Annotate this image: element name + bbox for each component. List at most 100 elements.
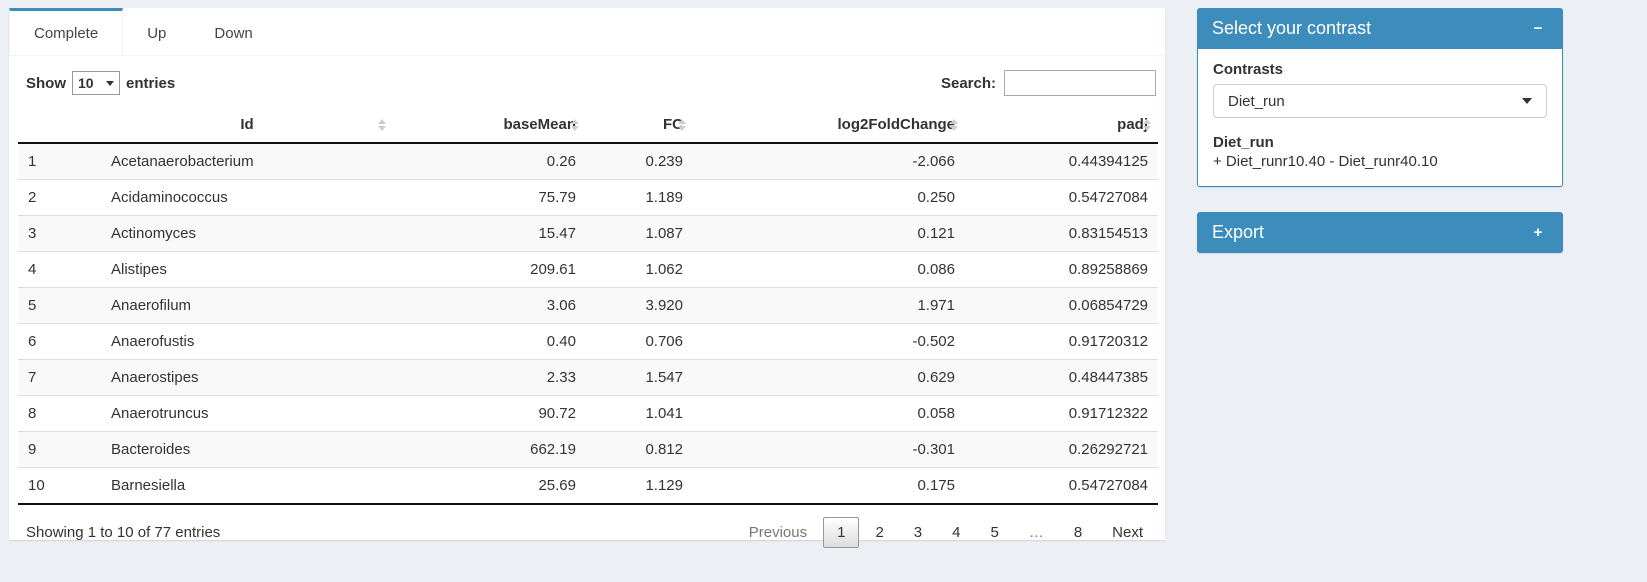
column-label: log2FoldChange xyxy=(837,116,956,133)
results-table: Id baseMean FC log2FoldChange padj 1 Acetanae… xyxy=(18,108,1158,505)
sort-icon xyxy=(571,119,579,131)
cell: 1.041 xyxy=(586,395,693,432)
sort-icon xyxy=(678,119,686,131)
column-header-id[interactable]: Id xyxy=(101,108,393,144)
cell: 7 xyxy=(18,359,101,396)
page-length-select[interactable]: 10 xyxy=(72,71,120,95)
contrast-box-body: Contrasts Diet_run Diet_run + Diet_runr1… xyxy=(1197,49,1563,187)
sort-icon xyxy=(378,119,386,131)
table-body: 1 Acetanaerobacterium 0.26 0.239 -2.066 0.443… xyxy=(18,143,1158,504)
cell: 6 xyxy=(18,323,101,360)
caret-down-icon xyxy=(106,80,114,86)
cell: 1.971 xyxy=(693,287,965,324)
cell: 90.72 xyxy=(393,395,586,432)
cell: 8 xyxy=(18,395,101,432)
cell: 1.189 xyxy=(586,179,693,216)
cell: 0.89258869 xyxy=(965,251,1158,288)
cell: 0.086 xyxy=(693,251,965,288)
cell: 0.706 xyxy=(586,323,693,360)
table-row: 4 Alistipes 209.61 1.062 0.086 0.89258869 xyxy=(18,251,1158,288)
cell: 0.26292721 xyxy=(965,431,1158,468)
table-controls: Show 10 entries Search: xyxy=(9,56,1165,106)
pagination-page-1[interactable]: 1 xyxy=(823,517,860,548)
contrast-detail-formula: + Diet_runr10.40 - Diet_runr40.10 xyxy=(1213,153,1438,170)
table-row: 9 Bacteroides 662.19 0.812 -0.301 0.26292721 xyxy=(18,431,1158,468)
cell: 1.087 xyxy=(586,215,693,252)
pagination-page-4[interactable]: 4 xyxy=(952,524,961,541)
cell: Actinomyces xyxy=(101,215,393,252)
pagination-next[interactable]: Next xyxy=(1112,524,1143,541)
header-row: Id baseMean FC log2FoldChange padj xyxy=(18,108,1158,144)
cell: 0.54727084 xyxy=(965,467,1158,504)
caret-down-icon xyxy=(1522,98,1532,104)
cell: 0.058 xyxy=(693,395,965,432)
table-row: 10 Barnesiella 25.69 1.129 0.175 0.54727084 xyxy=(18,467,1158,504)
pagination-page-5[interactable]: 5 xyxy=(990,524,999,541)
cell: 0.91712322 xyxy=(965,395,1158,432)
cell: 0.83154513 xyxy=(965,215,1158,252)
cell: 209.61 xyxy=(393,251,586,288)
search-label: Search: xyxy=(940,74,996,92)
cell: 0.175 xyxy=(693,467,965,504)
cell: 0.44394125 xyxy=(1068,153,1148,170)
column-header-fc[interactable]: FC xyxy=(586,108,693,144)
column-header-basemean[interactable]: baseMean xyxy=(393,108,586,144)
collapse-minus-icon[interactable]: − xyxy=(1533,20,1543,37)
cell: 4 xyxy=(18,251,101,288)
contrast-box-title: Select your contrast xyxy=(1212,18,1372,38)
cell: 0.629 xyxy=(693,359,965,396)
pagination-previous: Previous xyxy=(748,524,808,541)
cell: 25.69 xyxy=(393,467,586,504)
cell: 1.129 xyxy=(586,467,693,504)
column-header-log2foldchange[interactable]: log2FoldChange xyxy=(693,108,965,144)
cell: 0.250 xyxy=(693,179,965,216)
tab-down[interactable]: Down xyxy=(214,24,253,42)
cell: 1.062 xyxy=(586,251,693,288)
column-header-rownum xyxy=(18,108,101,144)
cell: Anaerotruncus xyxy=(101,395,393,432)
table-footer: Showing 1 to 10 of 77 entries Previous 1 2… xyxy=(9,505,1165,548)
cell: 0.06854729 xyxy=(965,287,1158,324)
cell: 2.33 xyxy=(393,359,586,396)
contrast-select[interactable]: Diet_run xyxy=(1213,84,1547,118)
pagination-ellipsis: … xyxy=(1028,524,1044,541)
search-input[interactable] xyxy=(1004,70,1156,96)
table-head: Id baseMean FC log2FoldChange padj xyxy=(18,108,1158,144)
cell: 3.06 xyxy=(393,287,586,324)
cell: Anaerofilum xyxy=(101,287,393,324)
cell: 0.812 xyxy=(586,431,693,468)
pagination: Previous 1 2 3 4 5 … 8 Next xyxy=(733,517,1157,548)
results-card: Complete Up Down Show 10 entries Search: I… xyxy=(9,8,1165,548)
cell: 9 xyxy=(18,431,101,468)
cell: 10 xyxy=(18,467,101,504)
cell: 15.47 xyxy=(393,215,586,252)
contrast-box: Select your contrast − Contrasts Diet_ru… xyxy=(1197,8,1563,187)
table-row: 2 Acidaminococcus 75.79 1.189 0.250 0.5472708… xyxy=(18,179,1158,216)
cell: 0.26 xyxy=(546,153,576,170)
tab-complete[interactable]: Complete xyxy=(9,8,124,55)
cell: 3.920 xyxy=(586,287,693,324)
pagination-page-8[interactable]: 8 xyxy=(1073,524,1083,541)
column-header-padj[interactable]: padj xyxy=(965,108,1158,144)
tab-bar: Complete Up Down xyxy=(9,8,1165,56)
cell: Bacteroides xyxy=(101,431,393,468)
cell: 0.40 xyxy=(393,323,586,360)
cell: -0.301 xyxy=(693,431,965,468)
contrast-box-header[interactable]: Select your contrast − xyxy=(1197,8,1563,49)
cell: 3 xyxy=(18,215,101,252)
cell: 0.239 xyxy=(645,153,683,170)
contrast-detail-title: Diet_run xyxy=(1213,134,1274,151)
tab-up[interactable]: Up xyxy=(147,24,167,42)
column-label: padj xyxy=(1117,116,1148,133)
pagination-page-2[interactable]: 2 xyxy=(875,524,884,541)
pagination-page-3[interactable]: 3 xyxy=(913,524,923,541)
cell: 1.547 xyxy=(586,359,693,396)
export-box: Export + xyxy=(1197,212,1563,253)
cell: 0.91720312 xyxy=(965,323,1158,360)
export-box-header[interactable]: Export + xyxy=(1197,212,1563,253)
cell: Barnesiella xyxy=(101,467,393,504)
table-row: 6 Anaerofustis 0.40 0.706 -0.502 0.91720312 xyxy=(18,323,1158,360)
contrasts-label: Contrasts xyxy=(1213,61,1284,78)
length-label-suffix: entries xyxy=(126,74,176,92)
expand-plus-icon[interactable]: + xyxy=(1533,224,1543,241)
